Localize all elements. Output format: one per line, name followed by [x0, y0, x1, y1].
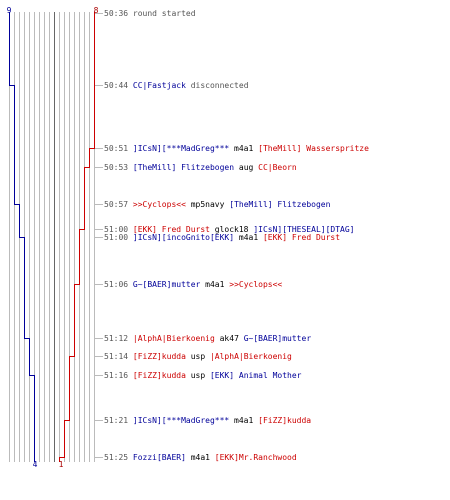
event-row: 50:53 [TheMill] Flitzebogen aug CC|Beorn	[104, 163, 297, 172]
event-time: 51:06	[104, 280, 133, 289]
event-player-name: [EKK] Fred Durst	[133, 225, 210, 234]
event-weapon: m4a1	[186, 453, 215, 462]
blue-team-alive-line	[9, 12, 35, 462]
event-player-name: [TheMill] Flitzebogen	[229, 200, 330, 209]
event-player-name: |AlphA|Bierkoenig	[133, 334, 215, 343]
event-player-name: ]ICsN][***MadGreg***	[133, 416, 230, 425]
event-time: 50:53	[104, 163, 133, 172]
event-weapon: m4a1	[229, 416, 258, 425]
red-score-top: 8	[94, 6, 99, 15]
event-weapon: usp	[186, 371, 210, 380]
event-player-name: ]ICsN][***MadGreg***	[133, 144, 230, 153]
event-weapon: m4a1	[229, 144, 258, 153]
event-player-name: CC|Fastjack	[133, 81, 186, 90]
event-time: 51:14	[104, 352, 133, 361]
event-time: 50:51	[104, 144, 133, 153]
event-row: 51:06 G~[BAER]mutter m4a1 >>Cyclops<<	[104, 280, 282, 289]
event-row: 51:21 ]ICsN][***MadGreg*** m4a1 [FiZZ]ku…	[104, 416, 311, 425]
event-row: 51:00 ]ICsN][incoGnito[EKK] m4a1 [EKK] F…	[104, 233, 340, 242]
event-player-name: >>Cyclops<<	[133, 200, 186, 209]
event-row: 50:51 ]ICsN][***MadGreg*** m4a1 [TheMill…	[104, 144, 369, 153]
red-team-alive-line	[59, 12, 95, 462]
event-row: 51:16 [FiZZ]kudda usp [EKK] Animal Mothe…	[104, 371, 302, 380]
event-message: disconnected	[186, 81, 249, 90]
event-time: 51:21	[104, 416, 133, 425]
event-player-name: G~[BAER]mutter	[133, 280, 201, 289]
blue-score-top: 9	[7, 6, 12, 15]
event-row: 51:00 [EKK] Fred Durst glock18 ]ICsN][TH…	[104, 225, 354, 234]
event-player-name: [TheMill] Flitzebogen	[133, 163, 234, 172]
event-row: 50:57 >>Cyclops<< mp5navy [TheMill] Flit…	[104, 200, 331, 209]
event-time: 51:00	[104, 225, 133, 234]
event-player-name: [EKK] Animal Mother	[210, 371, 302, 380]
event-row: 50:36 round started	[104, 9, 196, 18]
event-player-name: [FiZZ]kudda	[133, 371, 186, 380]
event-player-name: [FiZZ]kudda	[258, 416, 311, 425]
event-player-name: CC|Beorn	[258, 163, 297, 172]
event-log: 50:36 round started 50:44 CC|Fastjack dis…	[104, 9, 369, 462]
red-score-bottom: 1	[59, 460, 64, 469]
blue-score-bottom: 4	[33, 460, 38, 469]
event-weapon: usp	[186, 352, 210, 361]
event-time: 51:12	[104, 334, 133, 343]
event-row: 50:44 CC|Fastjack disconnected	[104, 81, 249, 90]
event-time: 51:00	[104, 233, 133, 242]
event-tick-marks	[95, 13, 103, 458]
event-message: round started	[133, 9, 196, 18]
event-row: 51:12 |AlphA|Bierkoenig ak47 G~[BAER]mut…	[104, 334, 311, 343]
event-weapon: ak47	[215, 334, 244, 343]
event-player-name: [FiZZ]kudda	[133, 352, 186, 361]
event-player-name: >>Cyclops<<	[229, 280, 282, 289]
event-weapon: glock18	[210, 225, 253, 234]
event-weapon: m4a1	[234, 233, 263, 242]
event-player-name: Fozzi[BAER]	[133, 453, 186, 462]
event-player-name: [TheMill] Wasserspritze	[258, 144, 369, 153]
event-player-name: |AlphA|Bierkoenig	[210, 352, 292, 361]
event-row: 51:25 Fozzi[BAER] m4a1 [EKK]Mr.Ranchwood	[104, 453, 297, 462]
event-time: 51:16	[104, 371, 133, 380]
event-row: 51:14 [FiZZ]kudda usp |AlphA|Bierkoenig	[104, 352, 292, 361]
event-player-name: G~[BAER]mutter	[244, 334, 312, 343]
event-time: 50:57	[104, 200, 133, 209]
event-weapon: mp5navy	[186, 200, 229, 209]
event-weapon: aug	[234, 163, 258, 172]
event-player-name: ]ICsN][incoGnito[EKK]	[133, 233, 234, 242]
event-player-name: [EKK] Fred Durst	[263, 233, 340, 242]
event-time: 50:36	[104, 9, 133, 18]
event-player-name: ]ICsN][THESEAL][DTAG]	[253, 225, 354, 234]
event-weapon: m4a1	[200, 280, 229, 289]
event-time: 50:44	[104, 81, 133, 90]
event-player-name: [EKK]Mr.Ranchwood	[215, 453, 297, 462]
event-time: 51:25	[104, 453, 133, 462]
